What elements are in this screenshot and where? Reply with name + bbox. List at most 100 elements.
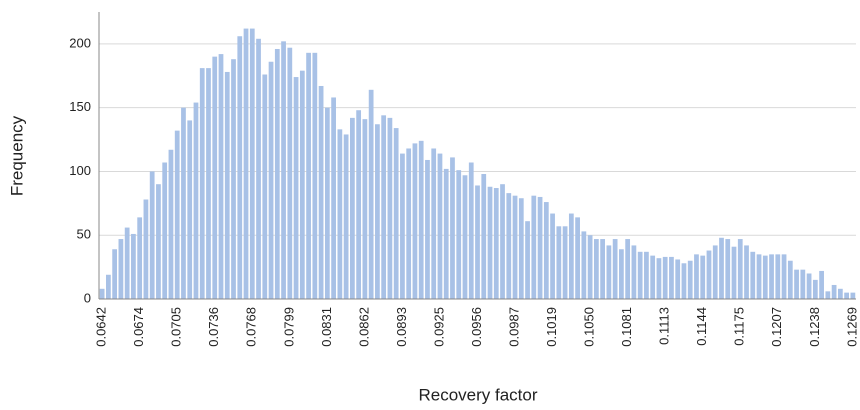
bar <box>487 186 493 299</box>
bar <box>612 239 618 299</box>
bar <box>368 89 374 299</box>
bar <box>231 59 236 299</box>
bar <box>644 251 649 299</box>
bar <box>575 217 580 299</box>
bar <box>431 148 437 299</box>
bar <box>393 128 399 299</box>
x-tick-label: 0.0674 <box>131 307 146 347</box>
x-tick-label: 0.0831 <box>319 307 334 347</box>
bar <box>418 140 424 299</box>
bar <box>168 149 174 299</box>
bar <box>769 254 774 299</box>
bar <box>137 217 143 299</box>
bar <box>543 202 549 299</box>
x-tick-label: 0.1144 <box>694 307 709 346</box>
bar <box>493 188 499 299</box>
bar <box>694 254 699 299</box>
bar <box>124 227 130 299</box>
bar <box>262 74 268 299</box>
bar <box>719 237 724 299</box>
bar <box>156 184 161 299</box>
bar <box>143 199 149 299</box>
x-tick-label: 0.1113 <box>657 307 672 345</box>
bar <box>669 256 674 299</box>
bar <box>537 196 543 299</box>
bar <box>737 239 743 299</box>
x-tick-label: 0.0705 <box>169 307 184 347</box>
bar <box>149 171 155 299</box>
bar <box>775 254 781 299</box>
bar <box>425 159 430 299</box>
bar <box>174 130 180 299</box>
bar <box>556 226 562 299</box>
bar <box>224 71 230 299</box>
x-tick-label: 0.0799 <box>281 307 296 347</box>
bar <box>587 235 593 299</box>
bar <box>274 48 280 299</box>
bar <box>256 38 261 299</box>
x-tick-label: 0.0925 <box>431 307 446 347</box>
bar <box>287 47 293 299</box>
bar <box>212 56 218 300</box>
bar <box>706 250 712 299</box>
x-tick-label: 0.1269 <box>844 307 859 347</box>
bar <box>762 255 768 299</box>
bar <box>500 184 505 299</box>
bar <box>687 260 693 299</box>
bar <box>850 292 856 299</box>
y-tick-label: 100 <box>69 163 91 178</box>
y-axis-title: Frequency <box>7 115 26 196</box>
bar <box>118 239 124 299</box>
bar <box>437 153 443 299</box>
bar <box>475 185 480 299</box>
bar <box>337 129 343 299</box>
bar <box>481 173 487 299</box>
bar <box>331 97 336 299</box>
bar <box>306 52 311 299</box>
bar <box>625 239 631 299</box>
bar <box>568 213 574 299</box>
bar <box>593 239 599 299</box>
bar <box>712 245 718 299</box>
bar <box>281 41 286 300</box>
bar <box>443 168 449 299</box>
bar <box>387 117 393 299</box>
bar <box>600 239 606 299</box>
bar <box>349 117 355 299</box>
x-tick-label: 0.1238 <box>807 307 822 347</box>
bar <box>293 77 299 299</box>
bar <box>619 249 624 299</box>
bar <box>631 245 637 299</box>
bar <box>299 70 305 299</box>
bar <box>206 68 211 299</box>
bar <box>562 226 568 299</box>
bar <box>812 279 818 299</box>
x-tick-label: 0.1019 <box>544 307 559 347</box>
bar <box>468 162 474 299</box>
bar <box>243 28 249 300</box>
bar <box>756 254 762 299</box>
bar <box>199 68 205 299</box>
x-tick-label: 0.0987 <box>506 307 521 347</box>
bar <box>825 291 831 299</box>
bar <box>606 245 612 299</box>
bar <box>831 284 837 299</box>
bar <box>800 269 806 299</box>
x-tick-label: 0.1081 <box>619 307 634 347</box>
bar <box>512 195 518 299</box>
bar <box>131 233 136 299</box>
bar <box>531 195 537 299</box>
bar <box>656 258 662 299</box>
bar <box>249 28 255 300</box>
bar <box>181 107 186 300</box>
x-tick-label: 0.0736 <box>206 307 221 347</box>
y-tick-label: 0 <box>84 290 91 305</box>
x-tick-label: 0.1175 <box>732 307 747 346</box>
bar <box>400 153 405 299</box>
bar <box>681 263 687 299</box>
bar <box>700 255 706 299</box>
x-tick-label: 0.0768 <box>244 307 259 347</box>
bar <box>750 251 756 299</box>
bar <box>731 246 737 299</box>
